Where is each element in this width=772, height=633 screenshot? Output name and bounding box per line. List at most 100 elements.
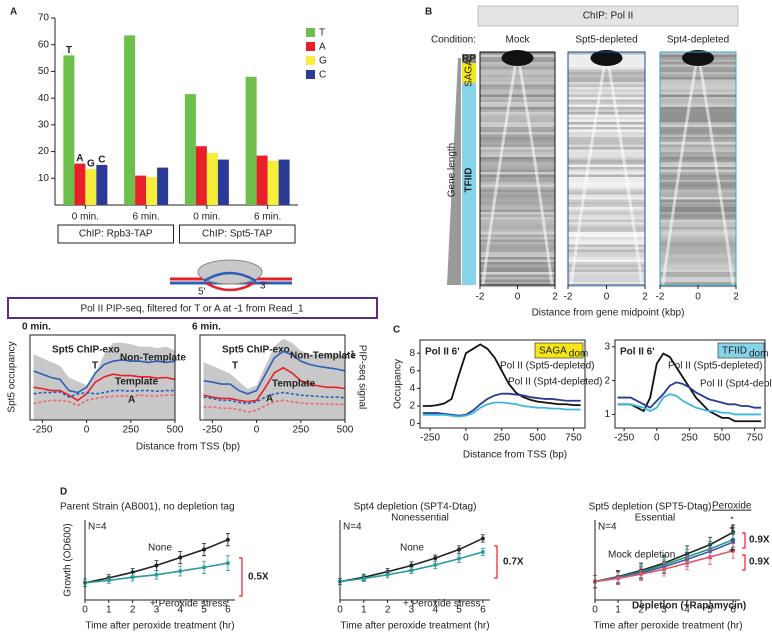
heatmap-texture xyxy=(568,267,645,270)
heatmap-texture xyxy=(480,149,555,153)
x-tick-label: 0 xyxy=(254,425,260,436)
heatmap-texture xyxy=(660,207,736,210)
point xyxy=(202,547,207,552)
x-tick-label: 4 xyxy=(684,605,690,616)
heatmap-texture xyxy=(480,224,555,228)
heatmap-texture xyxy=(660,277,736,280)
point xyxy=(616,576,621,581)
heatmap-texture xyxy=(568,84,645,88)
heatmap-texture xyxy=(480,119,555,123)
y-tick-label: 2 xyxy=(604,375,610,386)
heatmap-texture xyxy=(480,162,555,165)
annotation: 0.7X xyxy=(503,557,524,568)
bracket xyxy=(742,532,746,549)
legend-box xyxy=(534,342,584,359)
heatmap-texture xyxy=(660,74,736,78)
heatmap-texture xyxy=(660,77,736,80)
heatmap-texture xyxy=(660,254,736,258)
annotation: Mock depletion xyxy=(608,550,675,561)
group-label: ChIP: Spt5-TAP xyxy=(202,229,273,240)
x-tick-label: 6 xyxy=(225,605,231,616)
panel-letter: A xyxy=(10,7,17,18)
bar xyxy=(146,176,158,205)
heatmap-texture xyxy=(660,189,736,193)
heatmap-texture xyxy=(480,137,555,140)
y-tick-label: 4 xyxy=(409,383,415,394)
bar xyxy=(267,160,279,205)
heatmap-texture xyxy=(660,99,736,103)
point xyxy=(106,578,111,583)
series-label: Template xyxy=(272,379,316,390)
heatmap-texture xyxy=(480,254,555,258)
heatmap-texture xyxy=(660,272,736,275)
heatmap-texture xyxy=(660,124,736,128)
heatmap-texture xyxy=(568,229,645,233)
bar xyxy=(184,94,196,205)
schematic xyxy=(170,259,292,292)
heatmap-texture xyxy=(660,257,736,260)
y-tick-label: 2 xyxy=(409,401,415,412)
annotation: A xyxy=(128,395,135,406)
heatmap-texture xyxy=(568,87,645,90)
heatmap-texture xyxy=(660,252,736,255)
schematic-bubble xyxy=(205,281,255,292)
heatmap-texture xyxy=(568,232,645,235)
heatmap-texture xyxy=(660,237,736,240)
heatmap-texture xyxy=(568,69,645,73)
heatmap-texture xyxy=(660,274,736,278)
heatmap-texture xyxy=(568,82,645,85)
x-tick-label: -2 xyxy=(656,292,665,303)
legend-box-sub: dom xyxy=(749,349,768,360)
x-tick-label: 0 xyxy=(654,433,660,444)
heatmap-texture xyxy=(568,194,645,198)
heatmap-texture xyxy=(660,142,736,145)
bar xyxy=(85,168,97,205)
heatmap-texture xyxy=(568,177,645,180)
heatmap-texture xyxy=(660,214,736,218)
heatmap-texture xyxy=(660,247,736,250)
x-tick-label: 0 xyxy=(515,292,521,303)
heatmap-texture xyxy=(660,204,736,208)
heatmap-texture xyxy=(480,267,555,270)
heatmap-texture xyxy=(660,129,736,133)
x-tick-label: 0 xyxy=(82,605,88,616)
legend-box xyxy=(717,342,765,359)
chart-title: 6 min. xyxy=(192,322,221,333)
heatmap-texture xyxy=(660,249,736,253)
heatmap-texture xyxy=(568,179,645,183)
heatmap-texture xyxy=(660,132,736,135)
x-axis-label: Time after peroxide treatment (hr) xyxy=(85,621,234,632)
legend-label: C xyxy=(319,70,326,81)
heatmap-texture xyxy=(480,84,555,88)
plot-frame xyxy=(199,334,346,421)
heatmap-texture xyxy=(480,177,555,180)
heatmap-texture xyxy=(480,169,555,173)
bar xyxy=(63,55,75,206)
heatmap-texture xyxy=(480,97,555,100)
heatmap-texture xyxy=(568,92,645,95)
x-tick-label: 250 xyxy=(493,433,510,444)
heatmap-texture xyxy=(660,107,736,110)
heatmap-texture xyxy=(568,227,645,230)
heatmap-texture xyxy=(480,262,555,265)
heatmap-texture xyxy=(660,119,736,123)
heatmap-texture xyxy=(480,187,555,190)
heatmap-texture xyxy=(480,194,555,198)
x-tick-label: 0 min. xyxy=(72,212,99,223)
heatmap-texture xyxy=(568,159,645,163)
heatmap-texture xyxy=(568,114,645,118)
heatmap-texture xyxy=(660,94,736,98)
x-tick-label: 750 xyxy=(746,433,763,444)
chart-title: 0 min. xyxy=(22,322,51,333)
heatmap-texture xyxy=(568,262,645,265)
plot-frame xyxy=(614,339,766,429)
legend-swatch xyxy=(306,28,315,37)
heatmap-texture xyxy=(568,67,645,70)
plot-frame xyxy=(419,339,586,429)
heatmap-texture xyxy=(568,254,645,258)
y-tick-label: 1 xyxy=(604,409,610,420)
point xyxy=(457,556,462,561)
heatmap-texture xyxy=(568,219,645,223)
x-tick-label: 250 xyxy=(122,425,139,436)
heatmap-texture xyxy=(480,112,555,115)
